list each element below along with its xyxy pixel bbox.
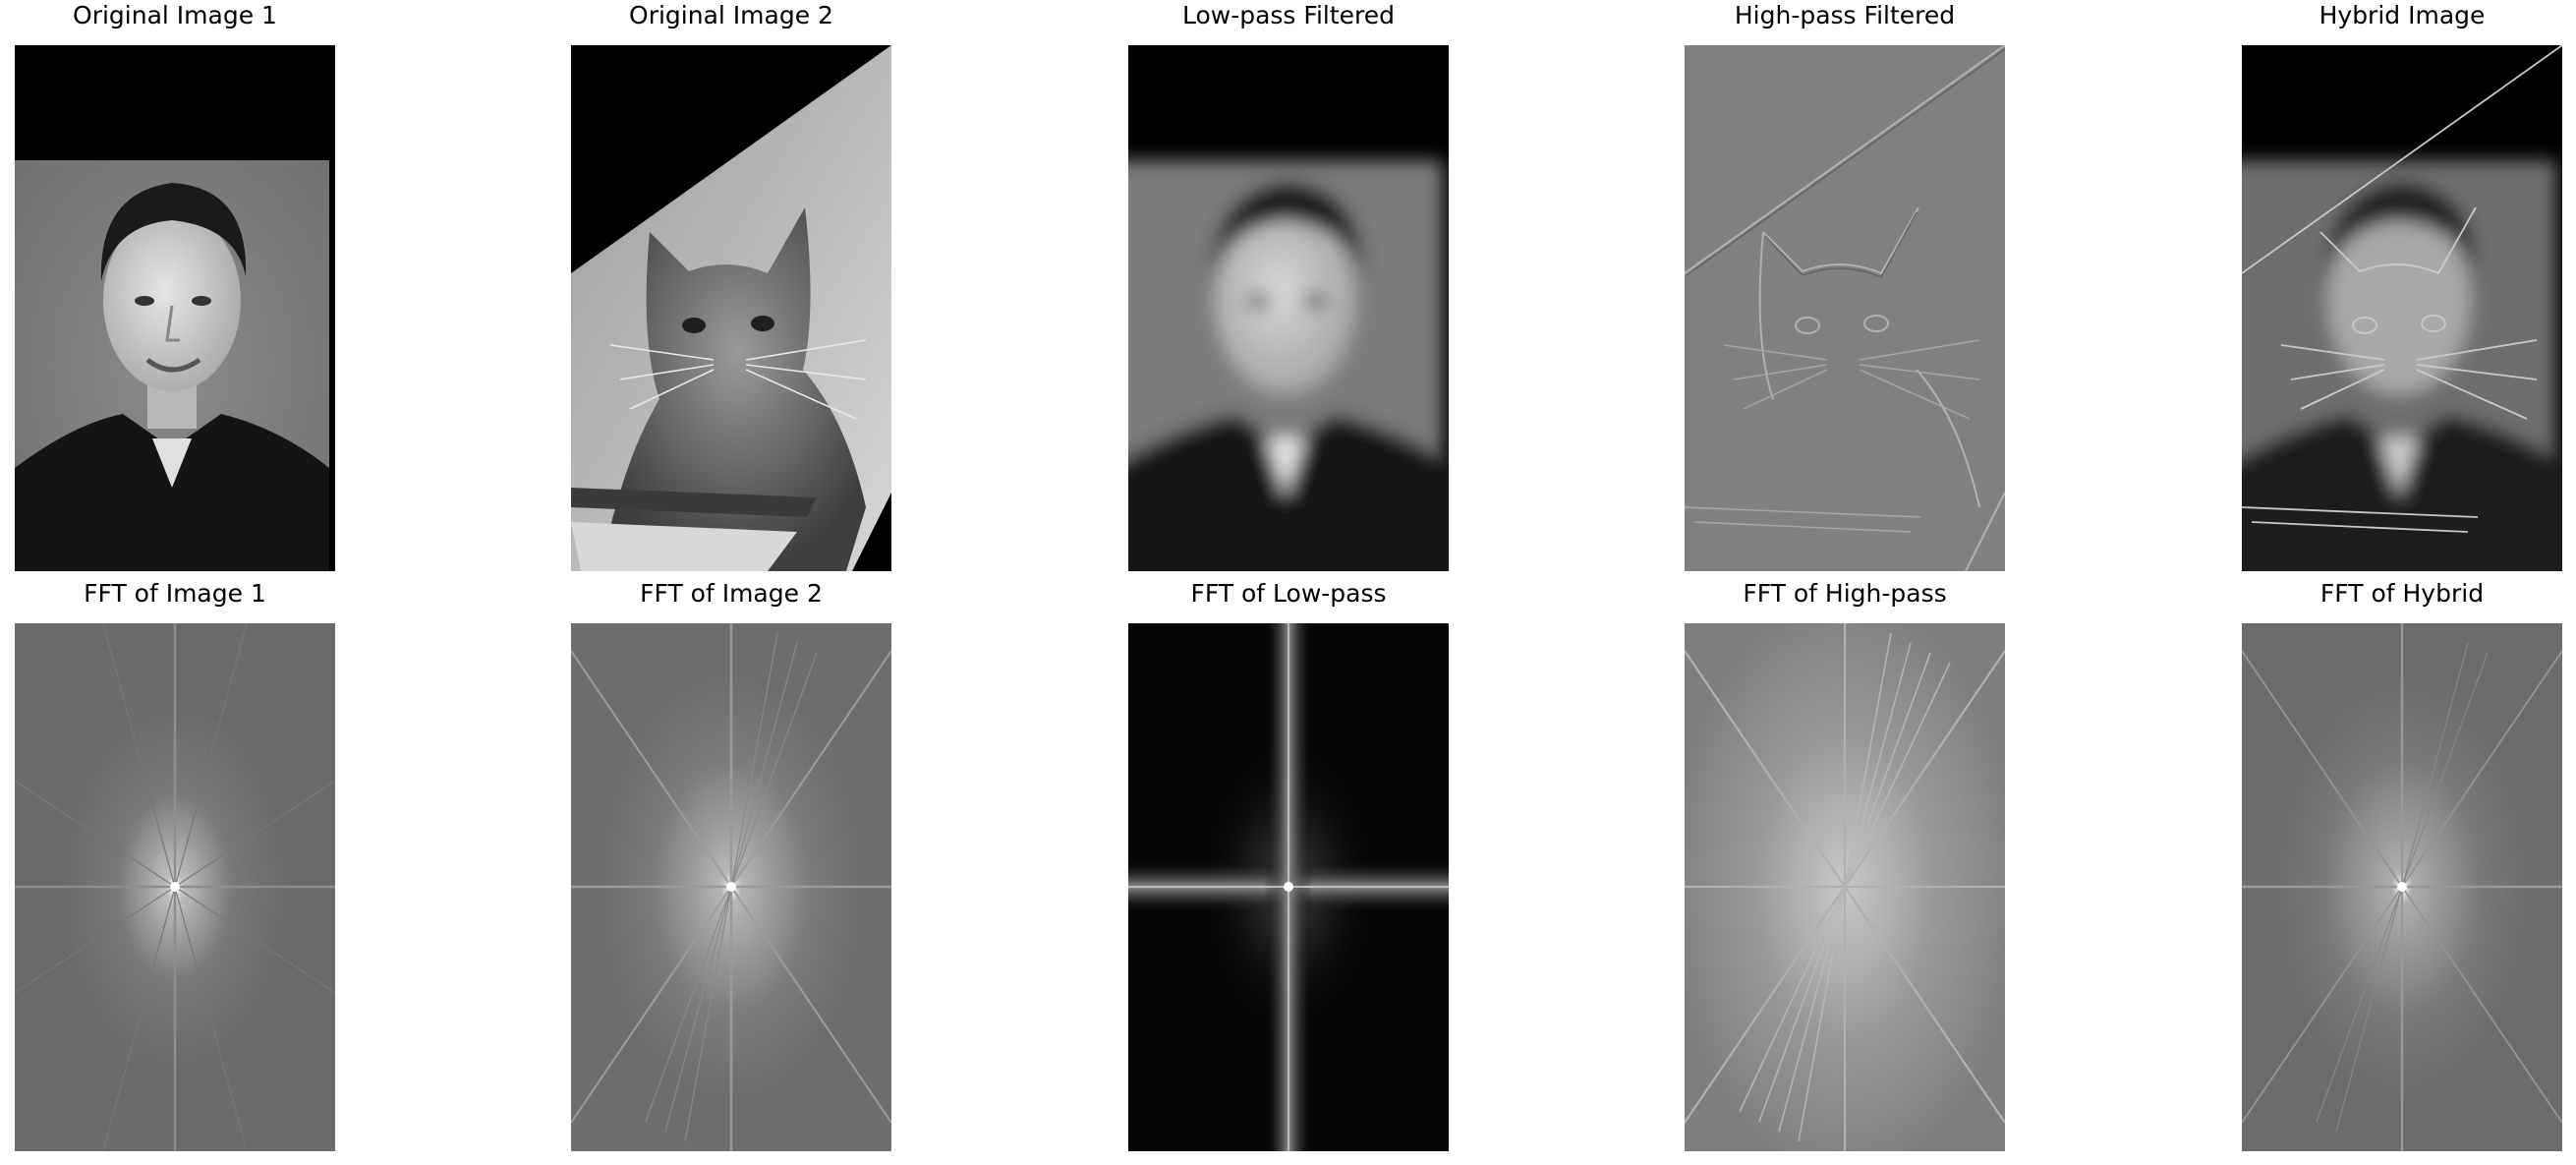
panel-fft-image-1: FFT of Image 1 — [15, 579, 335, 1151]
panel-fft-image-2: FFT of Image 2 — [571, 579, 891, 1151]
panel-title: Hybrid Image — [2318, 1, 2486, 29]
panel-title: FFT of Hybrid — [2319, 579, 2485, 608]
panel-title: High-pass Filtered — [1734, 1, 1956, 29]
panel-title: FFT of Image 1 — [84, 579, 266, 608]
panel-original-image-2: Original Image 2 — [571, 1, 891, 571]
fft-spectrum-image-2 — [571, 623, 891, 1151]
panel-title: FFT of Low-pass — [1190, 579, 1387, 608]
panel-low-pass-filtered: Low-pass Filtered — [1128, 1, 1449, 571]
fft-spectrum-hybrid — [2242, 623, 2562, 1151]
cat-edges-image — [1685, 45, 2005, 571]
panel-fft-low-pass: FFT of Low-pass — [1128, 579, 1449, 1151]
blurred-portrait-image — [1128, 45, 1449, 571]
fft-spectrum-high-pass — [1685, 623, 2005, 1151]
panel-title: Original Image 1 — [73, 1, 277, 29]
panel-fft-high-pass: FFT of High-pass — [1685, 579, 2005, 1151]
panel-title: Low-pass Filtered — [1181, 1, 1396, 29]
panel-title: FFT of Image 2 — [640, 579, 823, 608]
panel-hybrid-image: Hybrid Image — [2242, 1, 2562, 571]
panel-high-pass-filtered: High-pass Filtered — [1685, 1, 2005, 571]
panel-fft-hybrid: FFT of Hybrid — [2242, 579, 2562, 1151]
portrait-man-image — [15, 45, 335, 571]
panel-title: FFT of High-pass — [1743, 579, 1947, 608]
fft-spectrum-image-1 — [15, 623, 335, 1151]
rotated-cat-image — [571, 45, 891, 571]
hybrid-man-cat-image — [2242, 45, 2562, 571]
panel-original-image-1: Original Image 1 — [15, 1, 335, 571]
fft-spectrum-low-pass — [1128, 623, 1449, 1151]
panel-title: Original Image 2 — [629, 1, 833, 29]
